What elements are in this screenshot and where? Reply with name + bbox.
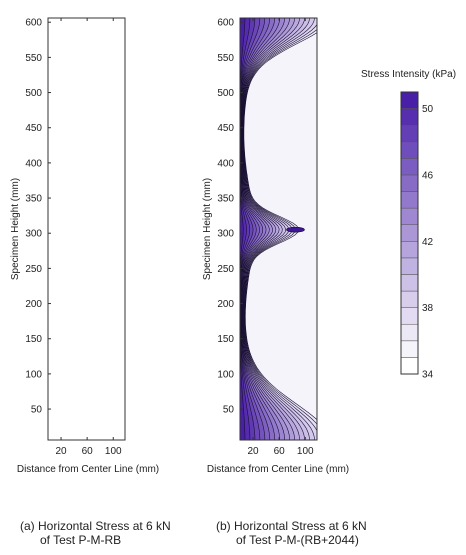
color-scale-bin	[400, 241, 419, 259]
color-scale-bin	[400, 323, 419, 342]
panel-a-chart: 50 100 150 200 250 300 350 400 450 500 550 600 20 60…	[10, 17, 159, 475]
color-scale-bin	[400, 141, 419, 159]
contour-line-5	[242, 18, 310, 440]
color-scale-bin	[400, 108, 419, 126]
contour-band-17	[240, 18, 250, 440]
contour-line-14	[240, 18, 266, 440]
panel-b-x-tick-label: 60	[274, 446, 286, 457]
caption-a: (a) Horizontal Stress at 6 kN of Test P-…	[20, 519, 171, 547]
color-scale-bin	[400, 274, 419, 292]
panel-a-y-tick-label: 600	[25, 18, 42, 29]
panel-b-y-tick-label: 150	[217, 334, 234, 345]
panel-a-plot-area	[47, 17, 126, 441]
color-scale-bin	[400, 174, 419, 192]
panel-a-y-tick-label: 350	[25, 194, 42, 205]
color-scale-border	[400, 91, 419, 375]
color-scale-tick-label: 42	[422, 237, 434, 248]
contour-line-13	[241, 18, 271, 440]
contour-line-10	[241, 18, 285, 440]
panel-b-y-tick-label: 300	[217, 229, 234, 240]
contour-line-16	[240, 18, 256, 440]
panel-b-chart: 50 100 150 200 250 300 350 400 450 500 550 600 20 60…	[202, 17, 349, 475]
panel-a-x-tick-label: 20	[55, 446, 67, 457]
color-scale-tick-label: 46	[422, 170, 434, 181]
panel-b-y-axis-label: Specimen Height (mm)	[202, 178, 213, 280]
panel-b-y-tick-label: 250	[217, 264, 234, 275]
panel-a-y-tick-label: 300	[25, 229, 42, 240]
panel-a-y-tick-label: 500	[25, 88, 42, 99]
contour-band-16	[240, 18, 255, 440]
panel-a-y-tick-label: 200	[25, 299, 42, 310]
contour-line-7	[242, 18, 300, 440]
color-scale-bin	[400, 207, 419, 225]
color-scale-title: Stress Intensity (kPa)	[361, 69, 456, 80]
contour-line-9	[241, 18, 290, 440]
caption-a-line-2: of Test P-M-RB	[40, 533, 122, 547]
stress-peak-contour	[286, 226, 305, 233]
panel-a-x-axis-label: Distance from Center Line (mm)	[17, 464, 159, 475]
panel-a-y-tick-label: 50	[31, 405, 43, 416]
panel-a-x-tick-label: 60	[82, 446, 94, 457]
contour-line-17	[240, 18, 251, 440]
panel-b-x-axis-label: Distance from Center Line (mm)	[207, 464, 349, 475]
color-scale-bin	[400, 191, 419, 209]
panel-a-y-tick-label: 450	[25, 123, 42, 134]
panel-a-y-tick-label: 100	[25, 369, 42, 380]
color-scale-bin	[400, 224, 419, 242]
contour-band-18	[240, 18, 245, 440]
panel-b-y-tick-label: 400	[217, 158, 234, 169]
panel-b-y-tick-label: 450	[217, 123, 234, 134]
color-scale-legend: Stress Intensity (kPa) 34 38 42 46 50	[361, 69, 456, 381]
caption-b: (b) Horizontal Stress at 6 kN of Test P-…	[216, 519, 367, 547]
panel-a-y-tick-label: 150	[25, 334, 42, 345]
color-scale-bin	[400, 340, 419, 358]
panel-b-y-tick-label: 50	[223, 405, 235, 416]
panel-b-y-tick-label: 500	[217, 88, 234, 99]
contour-line-6	[242, 18, 305, 440]
panel-a-x-tick-label: 100	[105, 446, 122, 457]
panel-a-y-tick-label: 400	[25, 158, 42, 169]
panel-b-y-tick-label: 350	[217, 194, 234, 205]
panel-b-y-tick-label: 550	[217, 53, 234, 64]
caption-b-line-1: (b) Horizontal Stress at 6 kN	[216, 519, 367, 533]
color-scale-bin	[400, 124, 419, 143]
color-scale-bin	[400, 257, 419, 275]
contour-line-11	[241, 18, 280, 440]
color-scale-bin	[400, 357, 419, 375]
panel-b-x-tick-label: 20	[247, 446, 259, 457]
panel-b-y-tick-label: 600	[217, 18, 234, 29]
panel-b-y-tick-label: 100	[217, 369, 234, 380]
color-scale-bin	[400, 91, 419, 109]
color-scale-tick-label: 50	[422, 104, 434, 115]
panel-b-y-tick-label: 200	[217, 299, 234, 310]
panel-a-y-tick-label: 250	[25, 264, 42, 275]
contour-line-15	[240, 18, 261, 440]
color-scale-bin	[400, 290, 419, 308]
contour-line-8	[242, 18, 295, 440]
color-scale-tick-label: 34	[422, 370, 434, 381]
color-scale-tick-label: 38	[422, 303, 434, 314]
color-scale-bin	[400, 158, 419, 176]
caption-a-line-1: (a) Horizontal Stress at 6 kN	[20, 519, 171, 533]
panel-a-y-tick-label: 550	[25, 53, 42, 64]
panel-a-y-axis-label: Specimen Height (mm)	[10, 178, 21, 280]
panel-b-x-tick-label: 100	[297, 446, 314, 457]
caption-b-line-2: of Test P-M-(RB+2044)	[236, 533, 359, 547]
panel-b-plot-area	[239, 17, 318, 441]
contour-line-12	[241, 18, 276, 440]
color-scale-bin	[400, 307, 419, 325]
